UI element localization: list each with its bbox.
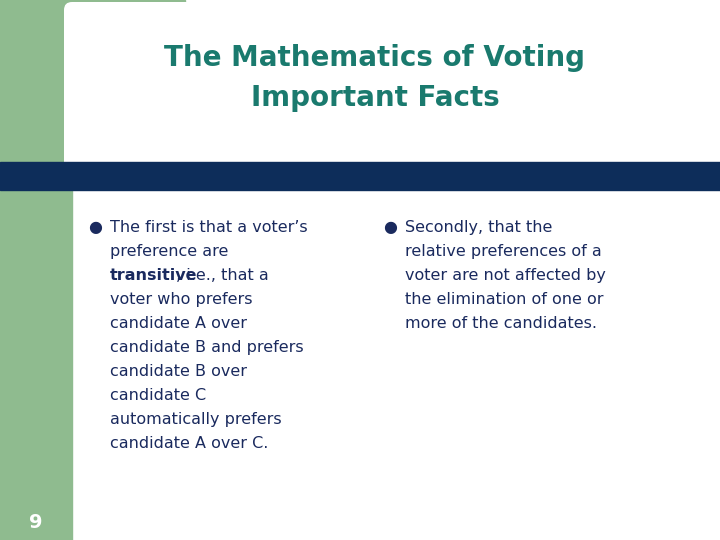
Text: preference are: preference are xyxy=(110,244,228,259)
Text: The first is that a voter’s: The first is that a voter’s xyxy=(110,220,307,235)
Text: Important Facts: Important Facts xyxy=(251,84,500,112)
Text: Secondly, that the: Secondly, that the xyxy=(405,220,552,235)
Text: The Mathematics of Voting: The Mathematics of Voting xyxy=(164,44,585,72)
Text: ●: ● xyxy=(383,220,397,235)
Bar xyxy=(0,162,720,190)
Text: candidate A over C.: candidate A over C. xyxy=(110,436,269,451)
Text: the elimination of one or: the elimination of one or xyxy=(405,292,603,307)
Text: ●: ● xyxy=(88,220,102,235)
Text: automatically prefers: automatically prefers xyxy=(110,412,282,427)
Text: candidate A over: candidate A over xyxy=(110,316,247,331)
Text: more of the candidates.: more of the candidates. xyxy=(405,316,597,331)
Text: voter who prefers: voter who prefers xyxy=(110,292,253,307)
FancyBboxPatch shape xyxy=(64,2,670,173)
Text: , i.e., that a: , i.e., that a xyxy=(176,268,269,283)
Bar xyxy=(0,0,185,165)
Text: 9: 9 xyxy=(30,512,42,531)
Text: transitive: transitive xyxy=(110,268,197,283)
Text: relative preferences of a: relative preferences of a xyxy=(405,244,602,259)
Text: candidate C: candidate C xyxy=(110,388,206,403)
Bar xyxy=(0,0,72,540)
Text: candidate B over: candidate B over xyxy=(110,364,247,379)
Text: candidate B and prefers: candidate B and prefers xyxy=(110,340,304,355)
Text: voter are not affected by: voter are not affected by xyxy=(405,268,606,283)
